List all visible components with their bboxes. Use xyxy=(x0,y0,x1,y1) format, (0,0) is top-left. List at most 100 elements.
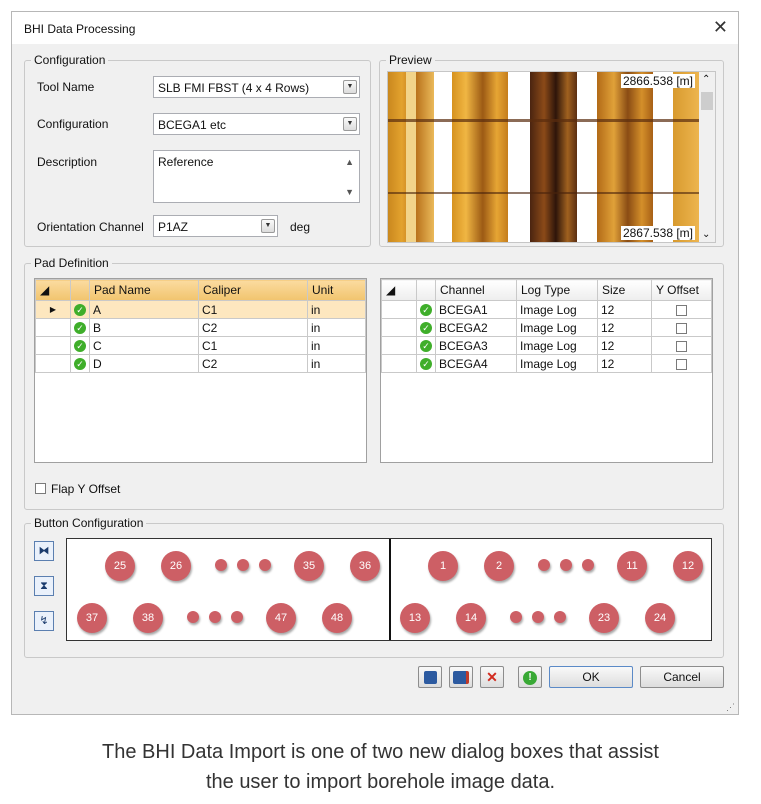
table-row[interactable]: ✓ D C2 in xyxy=(35,354,366,373)
configuration-combo[interactable]: BCEGA1 etc ▼ xyxy=(153,113,360,135)
log-type-cell[interactable]: Image Log xyxy=(516,354,598,373)
unit-cell[interactable]: in xyxy=(307,318,366,337)
pad-button-13[interactable]: 13 xyxy=(400,603,430,633)
image-strip xyxy=(597,72,653,242)
pad-button-36[interactable]: 36 xyxy=(350,551,380,581)
button-configuration-group-label: Button Configuration xyxy=(34,516,144,530)
chevron-down-icon[interactable]: ⌄ xyxy=(702,229,711,240)
log-type-cell[interactable]: Image Log xyxy=(516,336,598,355)
pad-button-37[interactable]: 37 xyxy=(77,603,107,633)
unit-cell[interactable]: in xyxy=(307,354,366,373)
save-as-button[interactable] xyxy=(449,666,473,688)
channel-cell[interactable]: BCEGA3 xyxy=(435,336,517,355)
table-row[interactable]: ✓ BCEGA4 Image Log 12 xyxy=(381,354,712,373)
delete-button[interactable]: ✕ xyxy=(480,666,504,688)
chevron-down-icon[interactable]: ▼ xyxy=(343,117,357,131)
scroll-thumb[interactable] xyxy=(701,92,713,110)
channel-cell[interactable]: BCEGA2 xyxy=(435,318,517,337)
preview-scrollbar[interactable]: ⌃ ⌄ xyxy=(699,72,715,242)
pad-button-24[interactable]: 24 xyxy=(645,603,675,633)
channel-table: ◢ Channel Log Type Size Y Offset ✓ BCEGA… xyxy=(381,279,712,373)
y-offset-checkbox[interactable] xyxy=(676,322,687,334)
unit-cell[interactable]: in xyxy=(307,300,366,319)
reverse-order-button[interactable]: ↯ xyxy=(34,611,54,631)
chevron-up-icon[interactable]: ⌃ xyxy=(702,74,711,85)
flap-y-offset-checkbox[interactable] xyxy=(35,483,46,494)
description-value: Reference xyxy=(158,155,214,169)
y-offset-checkbox[interactable] xyxy=(676,358,687,370)
ok-button[interactable]: OK xyxy=(549,666,633,688)
pad-button-11[interactable]: 11 xyxy=(617,551,647,581)
pad-button-26[interactable]: 26 xyxy=(161,551,191,581)
scroll-down-icon[interactable]: ▼ xyxy=(345,187,354,197)
pad-button-1[interactable]: 1 xyxy=(428,551,458,581)
pad-button-12[interactable]: 12 xyxy=(673,551,703,581)
y-offset-checkbox[interactable] xyxy=(676,304,687,316)
caliper-cell[interactable]: C2 xyxy=(198,354,308,373)
resize-grip-icon[interactable]: ⋰ xyxy=(726,702,735,712)
scroll-up-icon[interactable]: ▲ xyxy=(345,157,354,167)
size-cell[interactable]: 12 xyxy=(597,300,652,319)
select-all-corner[interactable]: ◢ xyxy=(381,279,417,301)
pad-name-cell[interactable]: B xyxy=(89,318,199,337)
col-header-size[interactable]: Size xyxy=(597,279,652,301)
pad-button-2[interactable]: 2 xyxy=(484,551,514,581)
table-row[interactable]: ✓ BCEGA3 Image Log 12 xyxy=(381,336,712,355)
unit-cell[interactable]: in xyxy=(307,336,366,355)
size-cell[interactable]: 12 xyxy=(597,336,652,355)
pad-button-25[interactable]: 25 xyxy=(105,551,135,581)
pad-button-48[interactable]: 48 xyxy=(322,603,352,633)
size-cell[interactable]: 12 xyxy=(597,318,652,337)
flip-horizontal-button[interactable]: ⧓ xyxy=(34,541,54,561)
log-type-cell[interactable]: Image Log xyxy=(516,318,598,337)
select-all-corner[interactable]: ◢ xyxy=(35,279,71,301)
y-offset-checkbox[interactable] xyxy=(676,340,687,352)
col-header-y-offset[interactable]: Y Offset xyxy=(651,279,712,301)
flip-vertical-button[interactable]: ⧗ xyxy=(34,576,54,596)
borehole-image-preview[interactable]: 2866.538 [m] 2867.538 [m] ⌃ ⌄ xyxy=(387,71,716,243)
table-row[interactable]: ✓ C C1 in xyxy=(35,336,366,355)
col-header-caliper[interactable]: Caliper xyxy=(198,279,308,301)
caliper-cell[interactable]: C2 xyxy=(198,318,308,337)
table-row[interactable]: ✓ BCEGA2 Image Log 12 xyxy=(381,318,712,337)
log-type-cell[interactable]: Image Log xyxy=(516,300,598,319)
col-header-log-type[interactable]: Log Type xyxy=(516,279,598,301)
col-header-pad-name[interactable]: Pad Name xyxy=(89,279,199,301)
table-row[interactable]: ✓ BCEGA1 Image Log 12 xyxy=(381,300,712,319)
pad-name-cell[interactable]: D xyxy=(89,354,199,373)
row-status: ✓ xyxy=(416,336,436,355)
table-row[interactable]: ▶ ✓ A C1 in xyxy=(35,300,366,319)
save-as-icon xyxy=(453,671,469,685)
col-header-unit[interactable]: Unit xyxy=(307,279,366,301)
pad-name-cell[interactable]: C xyxy=(89,336,199,355)
channel-grid[interactable]: ◢ Channel Log Type Size Y Offset ✓ BCEGA… xyxy=(380,278,713,463)
chevron-down-icon[interactable]: ▼ xyxy=(261,219,275,233)
pad-table: ◢ Pad Name Caliper Unit ▶ ✓ A C1 in ✓ B … xyxy=(35,279,366,373)
save-button[interactable] xyxy=(418,666,442,688)
pad-name-cell[interactable]: A xyxy=(89,300,199,319)
col-header-channel[interactable]: Channel xyxy=(435,279,517,301)
tool-name-combo[interactable]: SLB FMI FBST (4 x 4 Rows) ▼ xyxy=(153,76,360,98)
channel-cell[interactable]: BCEGA1 xyxy=(435,300,517,319)
pad-button-38[interactable]: 38 xyxy=(133,603,163,633)
pad-button-23[interactable]: 23 xyxy=(589,603,619,633)
pad-button-47[interactable]: 47 xyxy=(266,603,296,633)
description-field[interactable]: Reference ▲ ▼ xyxy=(153,150,360,203)
caliper-cell[interactable]: C1 xyxy=(198,336,308,355)
orientation-channel-combo[interactable]: P1AZ ▼ xyxy=(153,215,278,237)
cancel-button[interactable]: Cancel xyxy=(640,666,724,688)
check-icon: ✓ xyxy=(74,340,86,353)
size-cell[interactable]: 12 xyxy=(597,354,652,373)
close-icon[interactable]: ✕ xyxy=(712,17,728,37)
channel-header-row: ◢ Channel Log Type Size Y Offset xyxy=(381,279,712,301)
chevron-down-icon[interactable]: ▼ xyxy=(343,80,357,94)
pad-button-35[interactable]: 35 xyxy=(294,551,324,581)
pad-button-14[interactable]: 14 xyxy=(456,603,486,633)
configuration-group: Configuration xyxy=(24,53,371,247)
channel-cell[interactable]: BCEGA4 xyxy=(435,354,517,373)
info-button[interactable]: ! xyxy=(518,666,542,688)
table-row[interactable]: ✓ B C2 in xyxy=(35,318,366,337)
image-strip xyxy=(673,72,699,242)
pad-grid[interactable]: ◢ Pad Name Caliper Unit ▶ ✓ A C1 in ✓ B … xyxy=(34,278,367,463)
caliper-cell[interactable]: C1 xyxy=(198,300,308,319)
